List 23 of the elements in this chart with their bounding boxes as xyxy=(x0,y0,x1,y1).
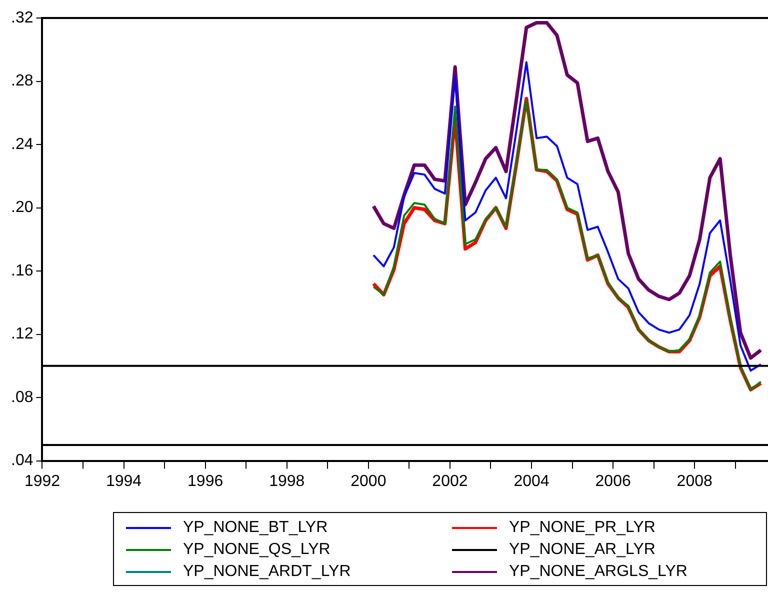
legend-label: YP_NONE_BT_LYR xyxy=(183,519,328,537)
x-tick-label: 2000 xyxy=(350,472,386,490)
legend-label: YP_NONE_ARDT_LYR xyxy=(183,563,351,581)
legend-label: YP_NONE_AR_LYR xyxy=(509,541,656,559)
x-tick-label: 1994 xyxy=(106,472,142,490)
x-tick-label: 1992 xyxy=(24,472,60,490)
y-tick-label: .24 xyxy=(10,136,34,153)
y-tick-label: .20 xyxy=(10,199,34,216)
y-tick-label: .32 xyxy=(10,9,34,26)
y-tick-label: .16 xyxy=(10,262,34,280)
x-tick-label: 2004 xyxy=(514,472,550,490)
y-tick-label: .28 xyxy=(10,72,34,90)
legend-label: YP_NONE_ARGLS_LYR xyxy=(509,563,688,581)
x-tick-label: 2006 xyxy=(595,472,631,490)
legend-label: YP_NONE_QS_LYR xyxy=(183,541,330,559)
x-tick-label: 1996 xyxy=(188,472,224,490)
y-tick-label: .04 xyxy=(10,452,34,470)
legend-label: YP_NONE_PR_LYR xyxy=(509,519,656,537)
x-tick-label: 2002 xyxy=(432,472,468,490)
x-tick-label: 1998 xyxy=(269,472,305,490)
y-tick-label: .08 xyxy=(10,388,34,406)
y-tick-label: .12 xyxy=(10,326,34,343)
x-tick-label: 2008 xyxy=(676,472,713,490)
